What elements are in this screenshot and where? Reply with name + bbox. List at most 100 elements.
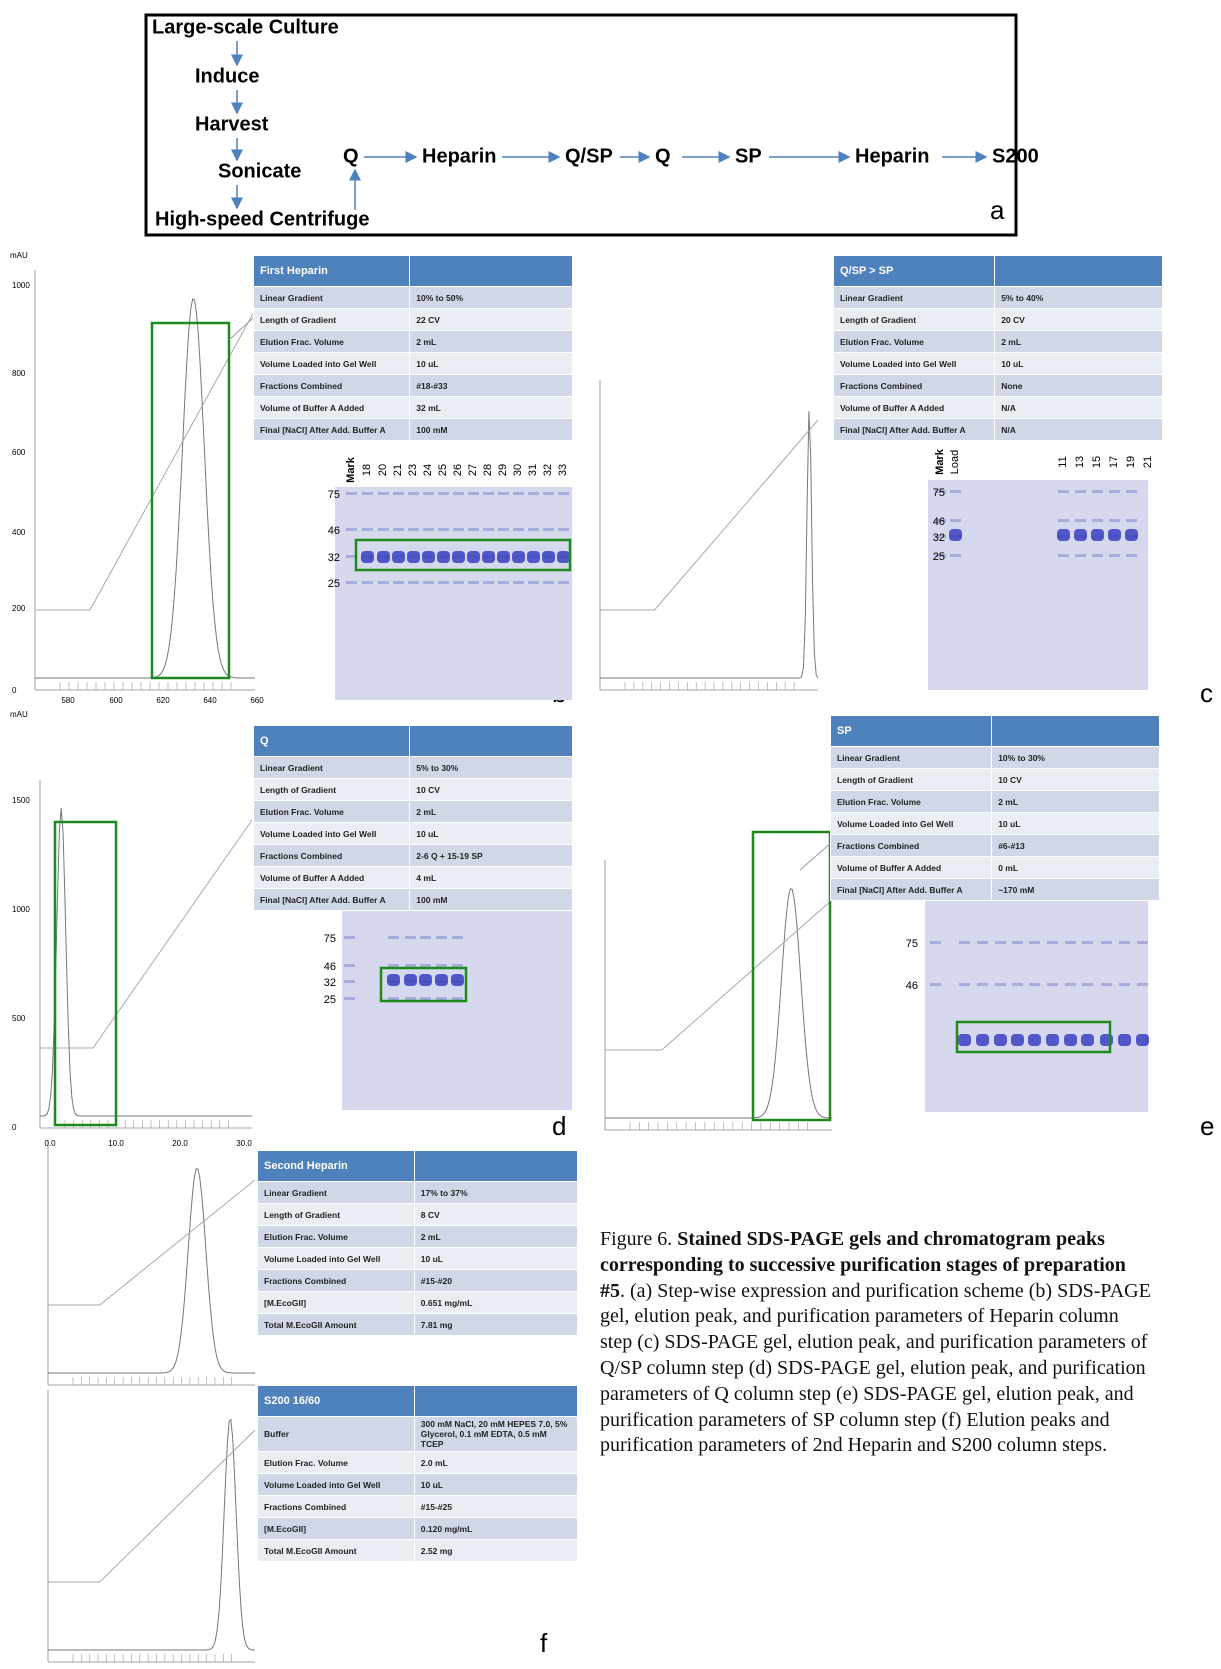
band (436, 997, 447, 1000)
table-row: Elution Frac. Volume2 mL (254, 331, 573, 353)
param-value: 0 mL (992, 857, 1160, 879)
table-row: Volume Loaded into Gel Well10 uL (831, 813, 1160, 835)
lane-label: Mark (934, 448, 946, 475)
param-name: Total M.EcoGII Amount (258, 1540, 415, 1562)
band (558, 492, 569, 495)
scheme-step: Harvest (195, 113, 269, 135)
gel: Mark182021232425262728293031323375463225 (328, 456, 572, 700)
band (437, 551, 450, 563)
table-title: Q/SP > SP (834, 256, 995, 287)
param-value: 32 mL (410, 397, 573, 419)
param-value: N/A (995, 397, 1163, 419)
band (422, 551, 435, 563)
band (452, 997, 463, 1000)
band (405, 936, 416, 939)
band (392, 551, 405, 563)
band (344, 997, 355, 1000)
band (1082, 941, 1093, 944)
band (1058, 490, 1069, 493)
trace (48, 1169, 255, 1373)
band (408, 492, 419, 495)
param-name: Final [NaCl] After Add. Buffer A (834, 419, 995, 441)
scheme-chain-step: Q (655, 145, 671, 167)
band (1126, 554, 1137, 557)
param-value: 2 mL (410, 801, 573, 823)
param-value: 100 mM (410, 419, 573, 441)
band (542, 551, 555, 563)
band (543, 581, 554, 584)
lane-label: 15 (1091, 456, 1103, 468)
band (408, 528, 419, 531)
y-tick-label: 600 (12, 448, 26, 457)
band (438, 581, 449, 584)
table-row: Linear Gradient10% to 30% (831, 747, 1160, 769)
band (468, 492, 479, 495)
band (1109, 554, 1120, 557)
band (1125, 529, 1138, 541)
band (405, 997, 416, 1000)
param-value: 2 mL (992, 791, 1160, 813)
table-title: First Heparin (254, 256, 410, 287)
table-header-blank (414, 1386, 577, 1417)
param-value: #15-#25 (414, 1496, 577, 1518)
table-row: [M.EcoGII]0.120 mg/mL (258, 1518, 578, 1540)
param-name: Linear Gradient (831, 747, 992, 769)
scheme-box (146, 15, 1016, 235)
y-tick-label: 800 (12, 369, 26, 378)
band (387, 974, 400, 986)
trace (600, 411, 818, 678)
band (1092, 519, 1103, 522)
param-value: 0.651 mg/mL (414, 1292, 577, 1314)
param-value: 2 mL (995, 331, 1163, 353)
panel-label: d (552, 1111, 566, 1141)
marker-label: 46 (906, 980, 918, 992)
table-header: S200 16/60 (258, 1386, 578, 1417)
band (346, 581, 357, 584)
band (1065, 941, 1076, 944)
band (1119, 983, 1130, 986)
table-row: Fractions Combined2-6 Q + 15-19 SP (254, 845, 573, 867)
table-row: Fractions Combined#6-#13 (831, 835, 1160, 857)
caption-text: . (a) Step-wise expression and purificat… (600, 1280, 1151, 1457)
gradient-trace (605, 900, 832, 1050)
band (1091, 529, 1104, 541)
y-tick-label: 1000 (12, 281, 30, 290)
band (362, 528, 373, 531)
band (436, 936, 447, 939)
y-tick-label: 0 (12, 1123, 17, 1132)
scheme-step: Large-scale Culture (152, 16, 339, 38)
param-value: 10% to 50% (410, 287, 573, 309)
marker-label: 75 (328, 489, 340, 501)
table-header: Q (254, 726, 573, 757)
param-value: 10 uL (995, 353, 1163, 375)
x-tick-label: 30.0 (236, 1139, 252, 1148)
band (958, 1034, 971, 1046)
param-value: #15-#20 (414, 1270, 577, 1292)
lane-label: 32 (542, 464, 554, 476)
band (388, 964, 399, 967)
band (423, 581, 434, 584)
highlight-box (152, 323, 229, 678)
band (950, 490, 961, 493)
param-value: #6-#13 (992, 835, 1160, 857)
band (1028, 1034, 1041, 1046)
param-name: Total M.EcoGII Amount (258, 1314, 415, 1336)
marker-label: 32 (933, 532, 945, 544)
marker-label: 75 (324, 933, 336, 945)
lane-label: 25 (437, 464, 449, 476)
param-value: 10 uL (410, 823, 573, 845)
band (346, 528, 357, 531)
table-title: Q (254, 726, 410, 757)
panel-label: e (1200, 1111, 1214, 1141)
caption: Figure 6. Stained SDS-PAGE gels and chro… (600, 1227, 1152, 1459)
marker-label: 46 (328, 525, 340, 537)
table-header-blank (992, 716, 1160, 747)
lane-label: 18 (361, 464, 373, 476)
param-value: 10% to 30% (992, 747, 1160, 769)
table-row: Fractions Combined#18-#33 (254, 375, 573, 397)
param-value: 2.0 mL (414, 1452, 577, 1474)
band (527, 551, 540, 563)
table-title: Second Heparin (258, 1151, 415, 1182)
